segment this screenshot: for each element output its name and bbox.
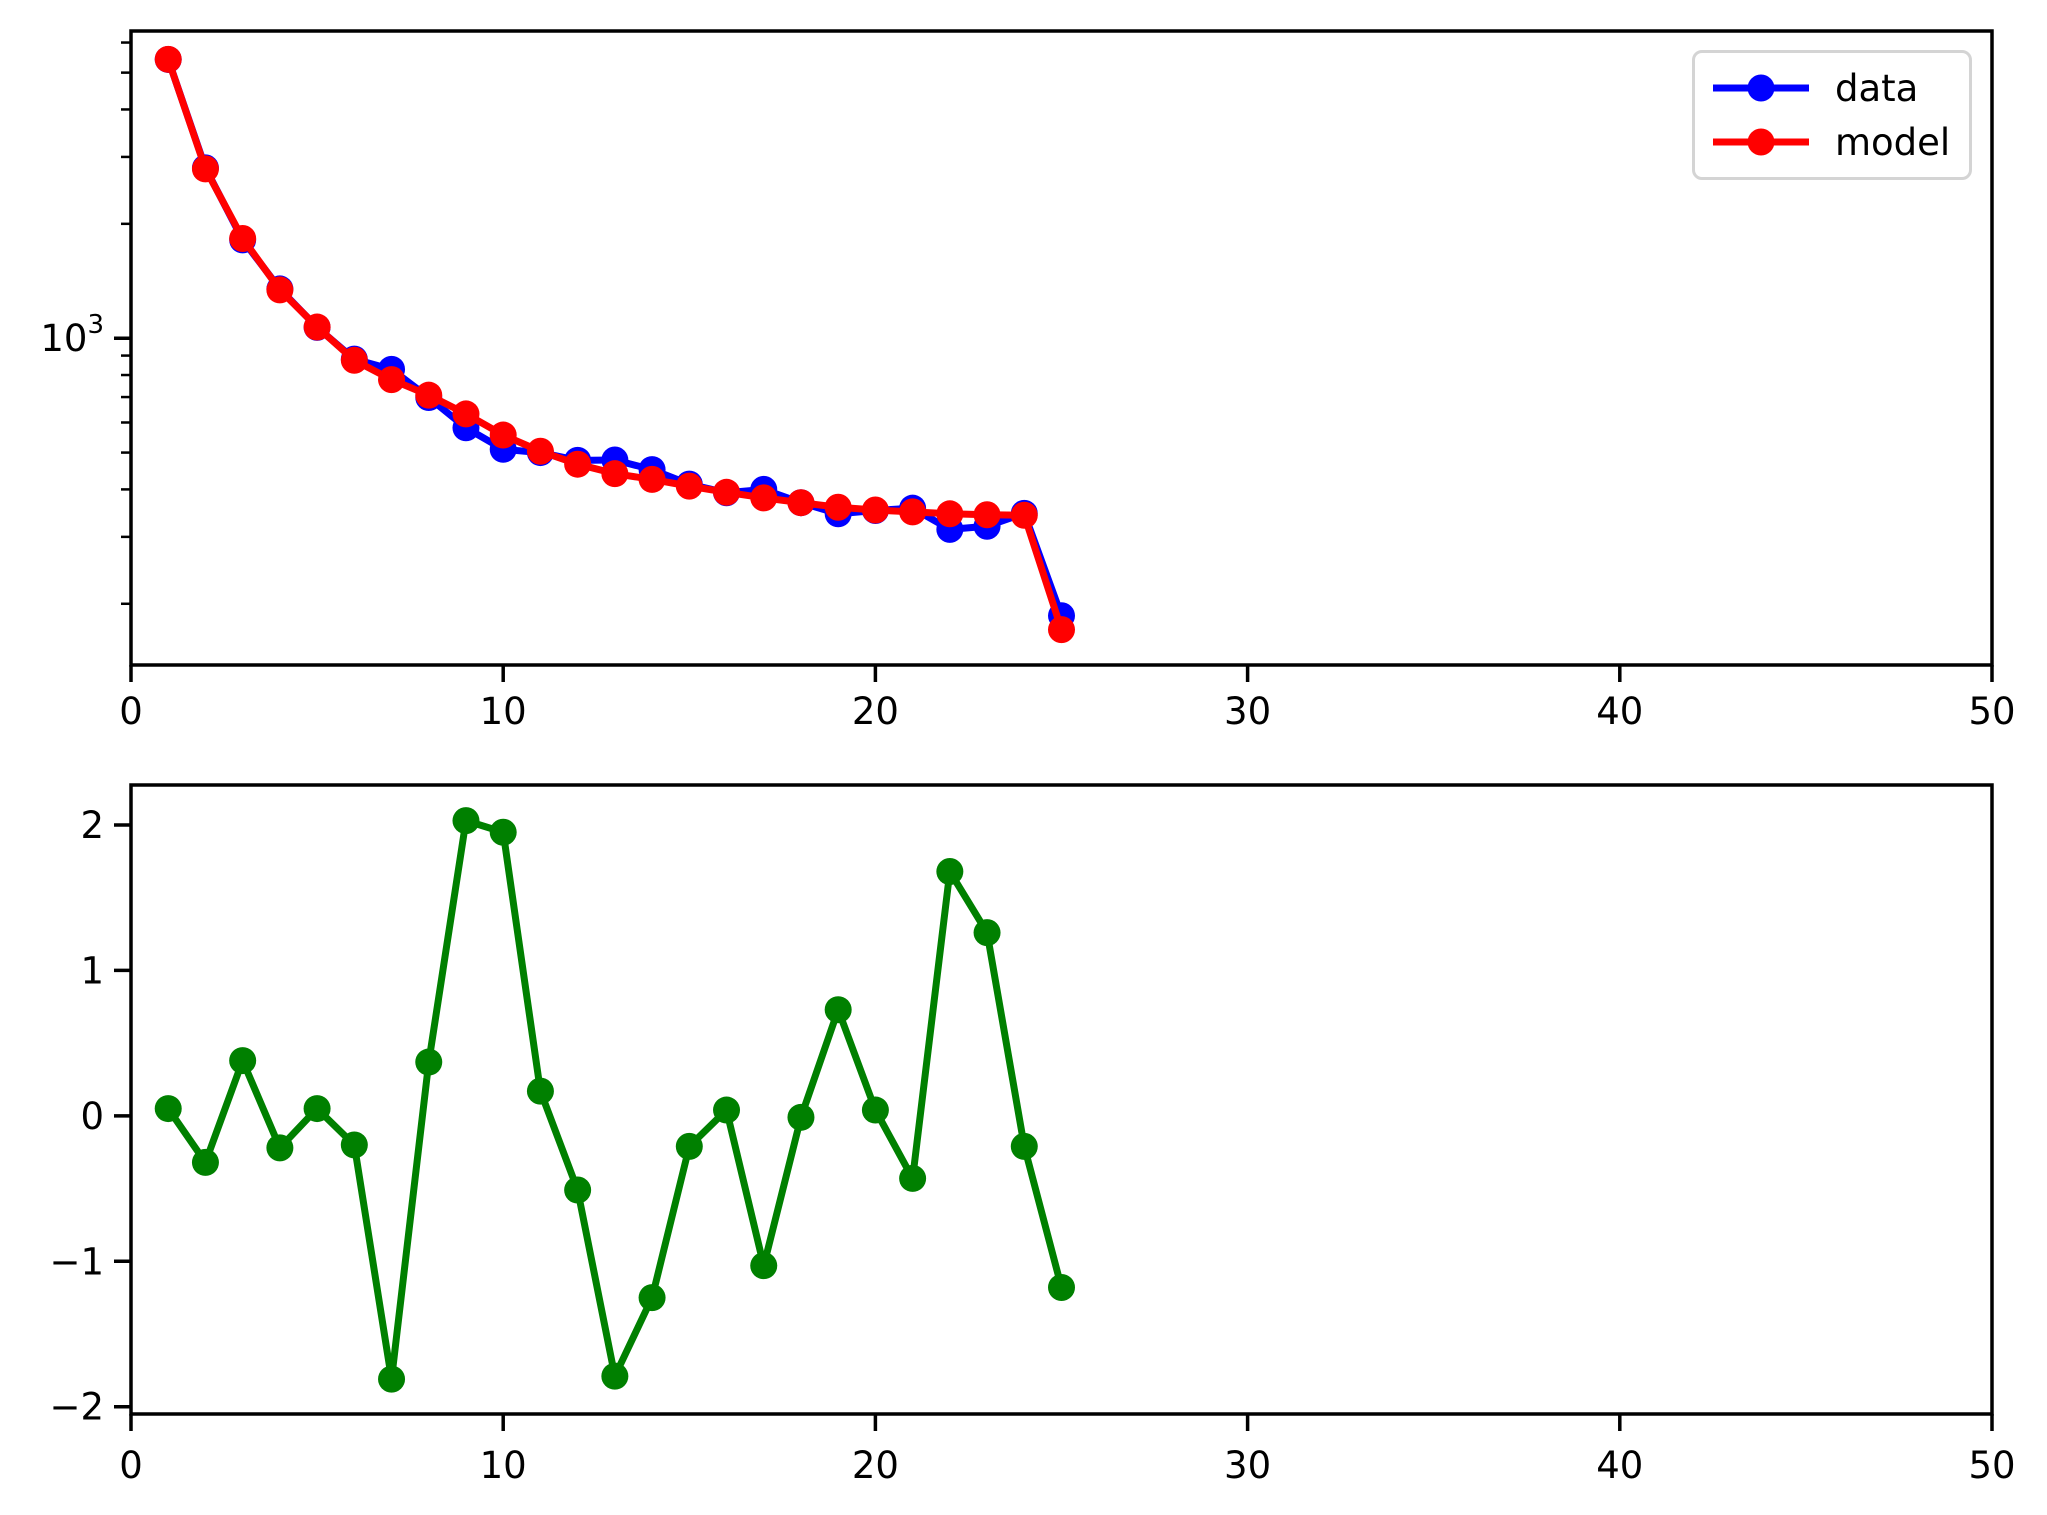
residuals-point: [1048, 1273, 1075, 1301]
residuals-point: [378, 1365, 406, 1393]
residuals-point: [415, 1048, 443, 1076]
model-line: [164, 55, 1065, 634]
model-point: [638, 465, 666, 493]
residuals-point: [861, 1096, 889, 1124]
model-point: [229, 224, 257, 252]
x-tick-label: 20: [852, 1444, 899, 1487]
data-series: [154, 45, 1075, 630]
residuals-point: [936, 858, 964, 886]
data-line: [164, 55, 1065, 620]
residuals-point: [154, 1095, 182, 1123]
y-axis: −2 −1 0 1 2: [49, 804, 131, 1429]
data-series-swatch: [1713, 74, 1809, 102]
model-point: [601, 460, 629, 488]
residuals-line: [164, 817, 1065, 1383]
model-series-swatch: [1713, 128, 1809, 156]
y-tick-label: 103: [40, 310, 104, 360]
x-tick-label: 50: [1968, 1444, 2015, 1487]
model-point: [973, 501, 1001, 529]
model-point: [1048, 616, 1075, 644]
model-point: [675, 472, 703, 500]
model-point: [750, 484, 778, 512]
model-point: [154, 45, 182, 73]
y-axis: 103: [40, 41, 131, 606]
x-tick-label: 50: [1968, 690, 2015, 733]
x-axis: 0 10 20 30 40 50: [119, 665, 2016, 733]
legend-label-data: data: [1835, 66, 1919, 110]
model-point: [415, 381, 443, 409]
model-point: [266, 276, 294, 304]
residuals-point: [787, 1103, 815, 1131]
x-tick-label: 10: [480, 690, 527, 733]
x-tick-label: 0: [119, 690, 143, 733]
y-tick-label: 1: [80, 949, 104, 992]
x-tick-label: 10: [480, 1444, 527, 1487]
y-tick-label: −2: [49, 1386, 104, 1429]
residuals-point: [675, 1132, 703, 1160]
model-point: [936, 500, 964, 528]
x-tick-label: 30: [1224, 690, 1271, 733]
model-point: [378, 366, 406, 394]
legend-marker-model: [1747, 128, 1775, 156]
residuals-series: [154, 807, 1075, 1393]
residuals-point: [824, 996, 852, 1024]
model-point: [787, 489, 815, 517]
y-tick-label: 2: [80, 804, 104, 847]
residuals-point: [191, 1148, 219, 1176]
model-point: [564, 450, 592, 478]
y-tick-label: −1: [49, 1240, 104, 1283]
legend-label-model: model: [1835, 120, 1951, 164]
residuals-point: [638, 1284, 666, 1312]
residuals-point: [526, 1077, 554, 1105]
model-point: [191, 155, 219, 183]
residuals-point: [489, 818, 517, 846]
residuals-point: [303, 1095, 331, 1123]
model-point: [861, 496, 889, 524]
legend-marker-data: [1747, 74, 1775, 102]
model-point: [824, 493, 852, 521]
model-point: [526, 437, 554, 465]
model-point: [340, 346, 368, 374]
model-point: [452, 400, 480, 428]
residual-panel: 0 10 20 30 40 50 −2 −1 0 1 2: [49, 783, 2016, 1487]
x-axis: 0 10 20 30 40 50: [119, 1414, 2016, 1487]
residuals-point: [601, 1362, 629, 1390]
fit-panel: 0 10 20 30 40 50 103: [40, 29, 2016, 733]
legend-item-data: data: [1709, 70, 1969, 107]
x-tick-label: 40: [1596, 1444, 1643, 1487]
legend: data model: [1692, 50, 1972, 180]
model-point: [303, 313, 331, 341]
residuals-point: [229, 1047, 257, 1075]
model-point: [899, 498, 927, 526]
residuals-point: [564, 1176, 592, 1204]
legend-item-model: model: [1709, 124, 1969, 161]
residuals-point: [452, 807, 480, 835]
model-point: [1010, 501, 1038, 529]
residuals-point: [1010, 1132, 1038, 1160]
residuals-point: [973, 919, 1001, 947]
y-tick-label: 0: [80, 1095, 104, 1138]
model-series: [154, 45, 1075, 644]
x-tick-label: 30: [1224, 1444, 1271, 1487]
x-tick-label: 40: [1596, 690, 1643, 733]
axes-frame: [129, 783, 1994, 1416]
residuals-point: [713, 1096, 741, 1124]
x-tick-label: 0: [119, 1444, 143, 1487]
x-tick-label: 20: [852, 690, 899, 733]
residuals-point: [750, 1252, 778, 1280]
residuals-point: [899, 1164, 927, 1192]
residuals-point: [340, 1131, 368, 1159]
model-point: [489, 421, 517, 449]
residuals-point: [266, 1134, 294, 1162]
model-point: [713, 478, 741, 506]
axes-frame: [129, 29, 1994, 667]
